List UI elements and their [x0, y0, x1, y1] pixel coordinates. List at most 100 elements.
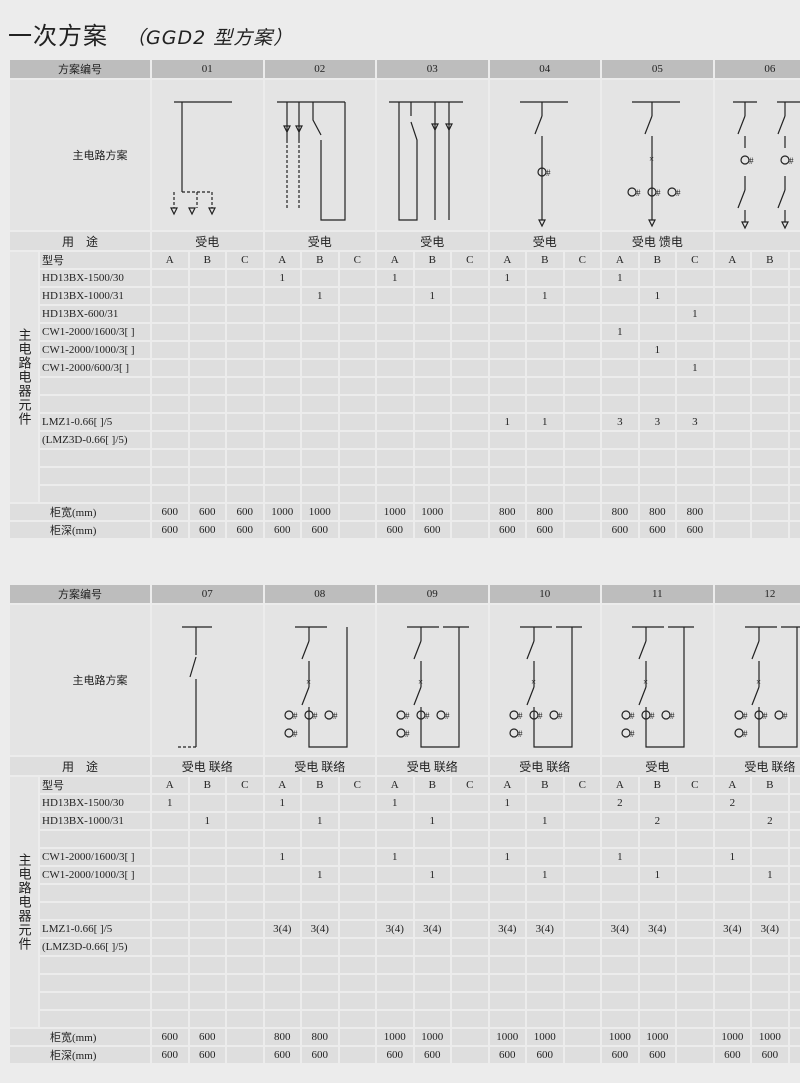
component-quantity [302, 1011, 338, 1027]
component-model [40, 975, 150, 991]
component-quantity [564, 993, 601, 1009]
component-row: LMZ1-0.66[ ]/5 3(4) 3(4) 3(4) 3(4) 3(4) 3(4) 3(… [10, 921, 800, 937]
component-quantity [714, 414, 751, 430]
component-model: HD13BX-1500/30 [40, 270, 150, 286]
component-row: HD13BX-1500/30 1 1 1 1 2 2 [10, 795, 800, 811]
circuit-diagram-cell [377, 80, 488, 230]
sub-column-header: C [564, 252, 601, 268]
component-quantity [189, 432, 225, 448]
component-quantity [339, 306, 376, 322]
component-quantity [564, 885, 601, 901]
svg-text:#: # [518, 729, 523, 739]
component-quantity [527, 885, 563, 901]
component-quantity [602, 450, 638, 466]
depth-value: 600 [227, 522, 263, 538]
component-quantity [752, 450, 788, 466]
component-model: LMZ1-0.66[ ]/5 [40, 414, 150, 430]
component-quantity [452, 939, 488, 955]
component-quantity [714, 450, 751, 466]
component-quantity [527, 903, 563, 919]
circuit-diagram: ×# # ## [733, 626, 800, 748]
component-quantity [227, 396, 263, 412]
width-value: 800 [489, 504, 526, 520]
svg-text:#: # [293, 711, 298, 721]
component-quantity [564, 1011, 601, 1027]
component-quantity [339, 342, 376, 358]
component-quantity [152, 831, 188, 847]
model-label: 型号 [40, 777, 150, 793]
depth-value [339, 1047, 376, 1063]
component-model: CW1-2000/1600/3[ ] [40, 849, 150, 865]
component-quantity [639, 450, 676, 466]
svg-text:#: # [789, 156, 794, 166]
component-quantity [452, 975, 488, 991]
component-quantity [677, 396, 713, 412]
depth-value: 600 [639, 1047, 676, 1063]
component-quantity [452, 795, 488, 811]
component-quantity [639, 849, 676, 865]
diagram-row: 主电路方案 # × # # # # # [10, 80, 800, 230]
sub-column-header: C [452, 777, 488, 793]
width-value [789, 504, 800, 520]
component-quantity [714, 468, 751, 484]
header-row: 方案编号 07 08 09 10 11 12 [10, 585, 800, 603]
width-value: 1000 [639, 1029, 676, 1045]
width-value: 600 [227, 504, 263, 520]
component-quantity [152, 975, 188, 991]
component-quantity: 1 [189, 813, 225, 829]
component-quantity [789, 342, 800, 358]
component-quantity [227, 414, 263, 430]
component-quantity [302, 486, 338, 502]
circuit-diagram-cell [152, 80, 263, 230]
component-quantity [752, 903, 788, 919]
components-label: 主电路电器元件 [10, 777, 38, 1027]
component-quantity [302, 360, 338, 376]
component-quantity [227, 288, 263, 304]
component-quantity [789, 270, 800, 286]
component-model: HD13BX-1500/30 [40, 795, 150, 811]
component-quantity [489, 813, 526, 829]
component-row: HD13BX-1500/30 1 1 1 1 [10, 270, 800, 286]
sub-column-header: A [264, 252, 301, 268]
circuit-diagram-cell: × # # # # [714, 605, 800, 755]
component-quantity: 1 [414, 288, 451, 304]
component-row [10, 378, 800, 394]
depth-value: 600 [714, 1047, 751, 1063]
component-quantity [564, 378, 601, 394]
component-quantity [414, 414, 451, 430]
svg-text:#: # [743, 711, 748, 721]
svg-text:#: # [405, 729, 410, 739]
component-quantity [339, 921, 376, 937]
component-quantity [677, 939, 713, 955]
component-quantity [789, 288, 800, 304]
component-quantity [452, 342, 488, 358]
component-quantity [677, 288, 713, 304]
depth-value [452, 1047, 488, 1063]
component-quantity [152, 867, 188, 883]
component-row [10, 450, 800, 466]
component-quantity [339, 885, 376, 901]
component-quantity [489, 939, 526, 955]
width-value [339, 1029, 376, 1045]
component-quantity [789, 849, 800, 865]
component-quantity [527, 306, 563, 322]
component-quantity [714, 831, 751, 847]
width-value: 600 [189, 1029, 225, 1045]
component-quantity [227, 957, 263, 973]
component-quantity [564, 921, 601, 937]
width-value: 800 [264, 1029, 301, 1045]
circuit-diagram: # # [732, 101, 800, 230]
component-quantity [339, 831, 376, 847]
component-quantity [414, 360, 451, 376]
width-label: 柜宽(mm) [10, 1029, 150, 1045]
svg-text:#: # [670, 711, 675, 721]
width-value: 1000 [752, 1029, 788, 1045]
component-quantity [527, 342, 563, 358]
component-quantity [189, 867, 225, 883]
component-quantity [564, 975, 601, 991]
component-quantity [339, 939, 376, 955]
component-model [40, 450, 150, 466]
component-row: CW1-2000/1600/3[ ] 1 [10, 324, 800, 340]
component-quantity [489, 867, 526, 883]
component-quantity [677, 795, 713, 811]
